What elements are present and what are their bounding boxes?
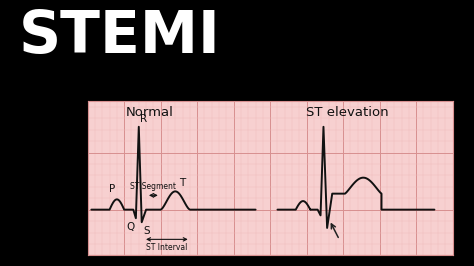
Text: ST Segment: ST Segment — [130, 182, 176, 191]
Text: Q: Q — [126, 222, 135, 232]
Text: P: P — [109, 184, 116, 194]
Text: STEMI: STEMI — [19, 8, 221, 65]
Text: S: S — [143, 226, 150, 236]
Text: R: R — [139, 114, 146, 124]
Text: ST elevation: ST elevation — [306, 106, 388, 119]
Text: ST Interval: ST Interval — [146, 243, 188, 252]
Text: T: T — [179, 178, 185, 188]
Text: Normal: Normal — [126, 106, 173, 119]
